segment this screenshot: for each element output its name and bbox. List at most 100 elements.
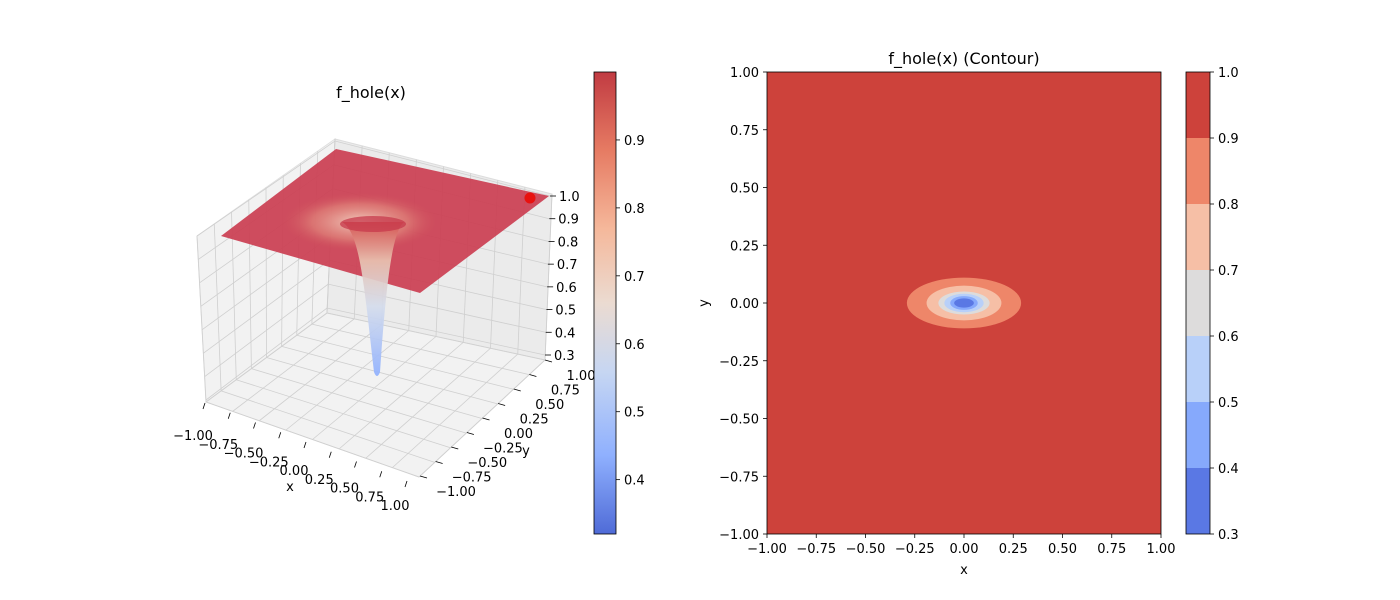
y-tick xyxy=(498,403,506,406)
colorbar-tick-label: 0.6 xyxy=(624,338,645,353)
x-tick xyxy=(278,432,282,439)
grid-line-x xyxy=(338,342,464,450)
y-tick-label: 0.75 xyxy=(730,124,759,139)
x-tick-label: 0.75 xyxy=(355,490,384,505)
surface-title: f_hole(x) xyxy=(336,83,406,103)
y-tick-label: −1.00 xyxy=(436,485,476,500)
surface-axis-ticks: −1.00−1.00−0.75−0.75−0.50−0.50−0.25−0.25… xyxy=(173,190,595,514)
colorbar-tick-label: 0.4 xyxy=(624,474,645,489)
colorbar-band xyxy=(1186,402,1210,468)
y-tick xyxy=(419,475,428,479)
colorbar-band xyxy=(1186,138,1210,204)
surface-y-label: y xyxy=(522,444,530,459)
z-tick-label: 0.3 xyxy=(554,349,575,364)
x-tick xyxy=(404,480,408,488)
x-tick-label: 1.00 xyxy=(381,499,410,514)
grid-line-x xyxy=(392,353,519,468)
surface-funnel-rim xyxy=(340,216,406,232)
z-tick-label: 0.5 xyxy=(555,304,576,319)
colorbar-band xyxy=(1186,204,1210,270)
colorbar-band xyxy=(1186,72,1210,138)
x-tick-label: 1.00 xyxy=(1147,542,1176,557)
y-tick-label: 0.50 xyxy=(535,398,564,413)
colorbar-tick-label: 0.7 xyxy=(1218,264,1239,279)
y-tick-label: 0.00 xyxy=(504,427,533,442)
y-tick xyxy=(435,461,443,464)
contour-colorbar: 0.3 0.4 0.5 0.6 0.7 0.8 0.9 1.0 xyxy=(1185,66,1239,543)
x-tick-label: −0.25 xyxy=(895,542,935,557)
colorbar-band xyxy=(1186,270,1210,336)
colorbar-tick-label: 0.9 xyxy=(1218,132,1239,147)
y-tick-label: −0.75 xyxy=(719,470,759,485)
x-tick-label: 0.25 xyxy=(305,473,334,488)
y-tick xyxy=(482,417,490,421)
contour-axis-ticks: −1.00−1.00 −0.75 −0.75 −0.50 −0.50 −0.25 −0.25… xyxy=(719,66,1175,557)
y-tick-label: −0.50 xyxy=(467,456,507,471)
surface-x-label: x xyxy=(286,480,294,495)
x-tick-label: −0.50 xyxy=(224,447,264,462)
y-tick-label: 1.00 xyxy=(730,66,759,81)
grid-line-y xyxy=(311,323,530,376)
z-tick-label: 0.7 xyxy=(557,258,578,273)
x-tick-label: −0.75 xyxy=(796,542,836,557)
y-tick-label: −0.25 xyxy=(719,355,759,370)
colorbar-tick-label: 1.0 xyxy=(1218,66,1239,81)
y-tick xyxy=(529,374,537,377)
grid-line-y-wall xyxy=(213,223,222,391)
x-tick xyxy=(202,402,206,410)
grid-line-z xyxy=(205,307,546,401)
grid-line-x xyxy=(365,347,491,459)
grid-line-y xyxy=(296,334,514,390)
y-tick xyxy=(466,432,474,435)
y-tick-label: 0.25 xyxy=(730,239,759,254)
x-tick xyxy=(328,451,332,458)
colorbar-frame xyxy=(1185,71,1211,535)
y-tick xyxy=(544,359,553,363)
contour-x-label: x xyxy=(960,563,968,578)
y-tick-label: 1.00 xyxy=(567,369,596,384)
surface-chart: f_hole(x) −1.00−1.00−0.75−0.75−0.50−0.50… xyxy=(173,71,645,535)
colorbar-tick-label: 0.8 xyxy=(1218,198,1239,213)
y-tick-label: 0.50 xyxy=(730,182,759,197)
x-tick xyxy=(354,461,357,468)
x-tick xyxy=(253,422,256,429)
x-tick xyxy=(303,441,307,449)
colorbar-band xyxy=(1186,468,1210,534)
grid-line-y xyxy=(266,357,483,419)
contour-regions xyxy=(767,72,1161,534)
grid-line-x xyxy=(418,359,546,478)
grid-line-z xyxy=(196,140,551,237)
z-tick-label: 0.4 xyxy=(555,326,576,341)
y-tick xyxy=(513,388,521,392)
x-tick xyxy=(379,471,383,478)
z-tick-label: 1.0 xyxy=(559,190,580,205)
x-tick-label: 0.50 xyxy=(1048,542,1077,557)
x-tick-label: 0.00 xyxy=(950,542,979,557)
colorbar-tick-label: 0.5 xyxy=(624,406,645,421)
surface-funnel xyxy=(342,222,404,376)
grid-line-y xyxy=(281,345,498,405)
colorbar-tick-label: 0.9 xyxy=(624,134,645,149)
grid-line-y-wall xyxy=(196,235,207,403)
y-tick-label: 0.75 xyxy=(551,384,580,399)
y-tick-label: 0.25 xyxy=(520,413,549,428)
x-tick xyxy=(227,412,231,419)
colorbar-tick-label: 0.8 xyxy=(624,202,645,217)
x-tick-label: −1.00 xyxy=(747,542,787,557)
z-tick-label: 0.9 xyxy=(558,213,579,228)
x-tick-label: 0.25 xyxy=(999,542,1028,557)
grid-line-y-wall xyxy=(231,211,237,380)
z-tick-label: 0.8 xyxy=(558,235,579,250)
x-tick-label: −0.25 xyxy=(249,455,289,470)
contour-chart: f_hole(x) (Contour) −1.00−1.00 −0.75 −0.75… xyxy=(697,49,1239,578)
y-tick-label: −1.00 xyxy=(719,528,759,543)
grid-line-y xyxy=(326,312,546,361)
y-tick-label: −0.75 xyxy=(452,471,492,486)
contour-title: f_hole(x) (Contour) xyxy=(888,49,1039,69)
contour-region xyxy=(954,298,974,308)
z-tick-label: 0.6 xyxy=(556,281,577,296)
y-tick xyxy=(451,446,459,450)
colorbar-tick-label: 0.4 xyxy=(1218,462,1239,477)
contour-y-label: y xyxy=(697,299,712,307)
